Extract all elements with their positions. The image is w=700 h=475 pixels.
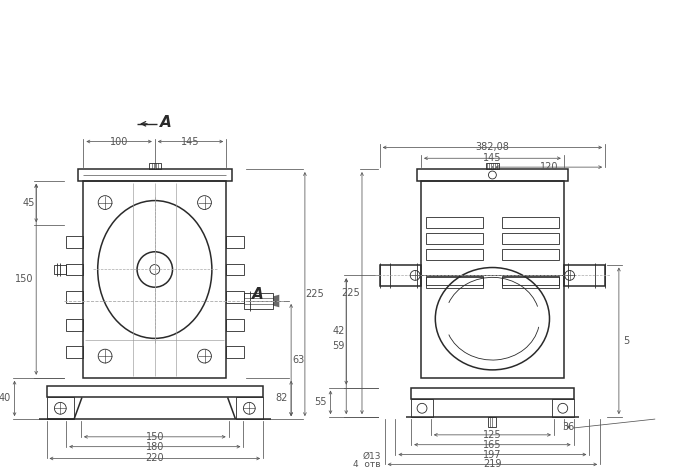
Text: 55: 55 [314,398,327,408]
Bar [66,291,83,303]
Bar [486,163,499,169]
Bar [502,277,559,288]
Bar [421,181,564,378]
Bar [417,169,568,181]
Bar [426,276,483,285]
Bar [502,249,559,260]
Text: A: A [252,286,263,302]
Bar [54,265,66,275]
Bar [46,398,74,419]
Bar [411,388,573,399]
Bar [66,346,83,358]
Text: 82: 82 [275,393,288,403]
Bar [83,181,226,378]
Text: 4  отв: 4 отв [353,460,381,469]
Text: Ø13: Ø13 [362,452,381,461]
Text: 36: 36 [563,422,575,432]
Text: 100: 100 [110,136,128,146]
Bar [149,163,161,169]
Text: A: A [160,115,172,130]
Bar [502,218,559,228]
Text: 150: 150 [146,432,164,442]
Text: 220: 220 [146,454,164,464]
Text: 5: 5 [624,336,630,346]
Bar [502,233,559,244]
Text: 382,08: 382,08 [475,142,510,152]
Bar [226,319,244,331]
Bar [564,265,605,286]
Bar [226,236,244,248]
Bar [411,399,433,417]
Text: 145: 145 [483,153,502,163]
Bar [66,236,83,248]
Bar [552,399,573,417]
Bar [46,386,263,398]
Bar [78,169,232,181]
Text: 225: 225 [305,289,324,299]
Text: 225: 225 [341,288,360,298]
Text: 197: 197 [483,449,502,459]
Bar [226,346,244,358]
Bar [502,276,559,285]
Bar [244,293,274,309]
Bar [226,291,244,303]
Bar [66,319,83,331]
Bar [235,398,263,419]
Text: 145: 145 [181,136,200,146]
Bar [426,249,483,260]
Text: 125: 125 [483,430,502,440]
Bar [426,218,483,228]
Text: 120: 120 [540,162,558,172]
Bar [426,277,483,288]
Text: 42: 42 [332,326,344,336]
Bar [489,417,496,427]
Text: 165: 165 [483,440,502,450]
Text: 63: 63 [293,355,305,365]
Text: 150: 150 [15,275,34,285]
Bar [426,233,483,244]
Bar [379,265,421,286]
Text: 40: 40 [0,393,10,403]
Text: 59: 59 [332,341,344,352]
Text: 180: 180 [146,442,164,452]
Bar [66,264,83,275]
Text: 45: 45 [22,198,34,208]
Bar [226,264,244,275]
Polygon shape [274,294,279,307]
Text: 219: 219 [483,459,502,469]
